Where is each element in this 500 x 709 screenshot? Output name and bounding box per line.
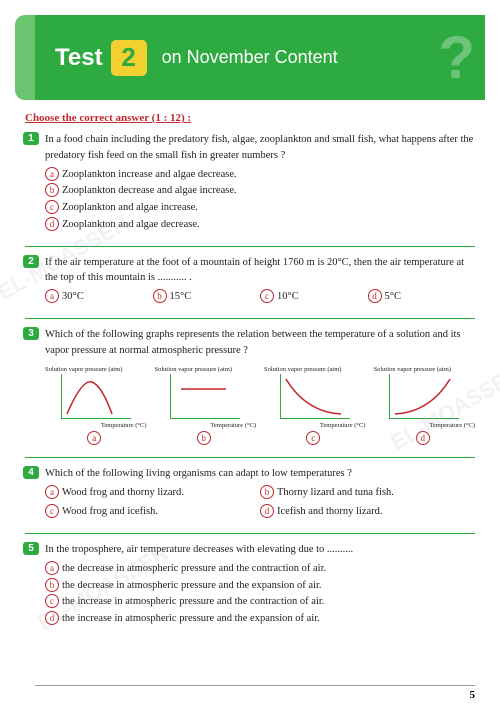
content: Choose the correct answer (1 : 12) : 1 I…	[0, 100, 500, 628]
question-5: 5 In the troposphere, air temperature de…	[25, 542, 475, 628]
q-text: If the air temperature at the foot of a …	[45, 255, 475, 287]
option-c[interactable]: cZooplankton and algae increase.	[45, 200, 475, 217]
options: athe decrease in atmospheric pressure an…	[45, 561, 475, 628]
question-4: 4 Which of the following living organism…	[25, 466, 475, 521]
option-c[interactable]: cWood frog and icefish.	[45, 504, 260, 521]
graph-d[interactable]: Solution vapor pressure (atm) Temperatur…	[374, 366, 476, 444]
question-mark-icon: ?	[438, 23, 475, 92]
option-b[interactable]: b15°C	[153, 289, 261, 306]
option-c[interactable]: cthe increase in atmospheric pressure an…	[45, 594, 475, 611]
options: cWood frog and icefish. dIcefish and tho…	[45, 504, 475, 521]
option-b[interactable]: bthe decrease in atmospheric pressure an…	[45, 578, 475, 595]
header-subtitle: on November Content	[162, 47, 338, 68]
instruction: Choose the correct answer (1 : 12) :	[25, 112, 475, 124]
option-d[interactable]: d5°C	[368, 289, 476, 306]
graph-b[interactable]: Solution vapor pressure (atm) Temperatur…	[155, 366, 257, 444]
option-a[interactable]: aWood frog and thorny lizard.	[45, 485, 260, 502]
question-1: 1 In a food chain including the predator…	[25, 132, 475, 234]
test-number: 2	[111, 40, 147, 76]
options: aWood frog and thorny lizard. bThorny li…	[45, 485, 475, 502]
option-d[interactable]: dZooplankton and algae decrease.	[45, 217, 475, 234]
q-text: In the troposphere, air temperature decr…	[45, 542, 475, 558]
graphs: Solution vapor pressure (atm) Temperatur…	[45, 366, 475, 444]
question-2: 2 If the air temperature at the foot of …	[25, 255, 475, 306]
q-number: 4	[23, 466, 39, 479]
q-number: 3	[23, 327, 39, 340]
q-number: 1	[23, 132, 39, 145]
q-text: Which of the following graphs represents…	[45, 327, 475, 359]
page-number: 5	[470, 689, 476, 701]
option-c[interactable]: c10°C	[260, 289, 368, 306]
test-label: Test	[55, 44, 103, 72]
question-3: 3 Which of the following graphs represen…	[25, 327, 475, 445]
q-text: Which of the following living organisms …	[45, 466, 475, 482]
header: Test 2 on November Content ?	[35, 15, 485, 100]
option-a[interactable]: a30°C	[45, 289, 153, 306]
option-b[interactable]: bZooplankton decrease and algae increase…	[45, 183, 475, 200]
option-d[interactable]: dIcefish and thorny lizard.	[260, 504, 475, 521]
q-number: 5	[23, 542, 39, 555]
options: aZooplankton increase and algae decrease…	[45, 167, 475, 234]
graph-a[interactable]: Solution vapor pressure (atm) Temperatur…	[45, 366, 147, 444]
option-b[interactable]: bThorny lizard and tuna fish.	[260, 485, 475, 502]
options: a30°C b15°C c10°C d5°C	[45, 289, 475, 306]
option-d[interactable]: dthe increase in atmospheric pressure an…	[45, 611, 475, 628]
q-number: 2	[23, 255, 39, 268]
q-text: In a food chain including the predatory …	[45, 132, 475, 164]
option-a[interactable]: aZooplankton increase and algae decrease…	[45, 167, 475, 184]
option-a[interactable]: athe decrease in atmospheric pressure an…	[45, 561, 475, 578]
graph-c[interactable]: Solution vapor pressure (atm) Temperatur…	[264, 366, 366, 444]
